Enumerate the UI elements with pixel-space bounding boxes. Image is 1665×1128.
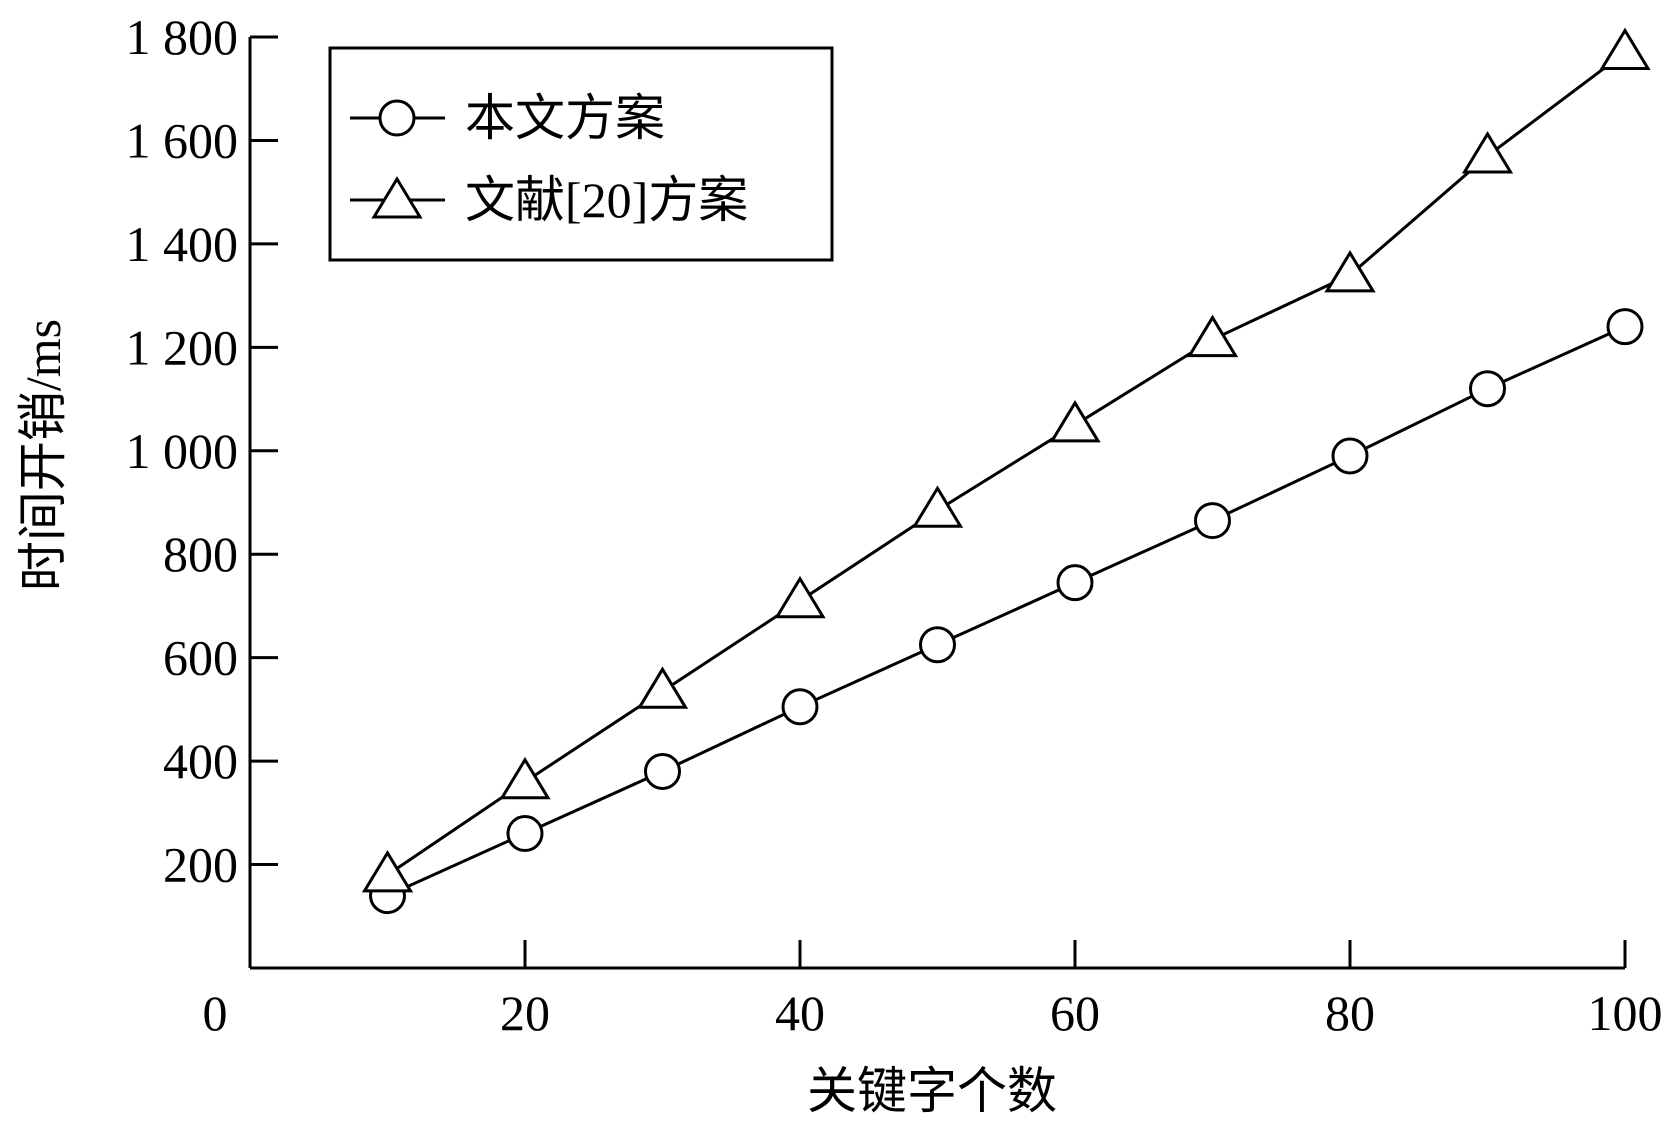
- legend-marker-triangle: [371, 176, 423, 219]
- y-tick-label: 400: [163, 733, 238, 789]
- data-point-triangle: [1324, 250, 1376, 293]
- y-tick-label: 600: [163, 630, 238, 686]
- data-point-triangle: [1186, 314, 1239, 358]
- y-tick-label: 200: [163, 837, 238, 893]
- y-tick-label: 1 600: [126, 112, 239, 168]
- y-tick-label: 1 800: [126, 9, 239, 65]
- data-point-triangle: [636, 666, 689, 709]
- series-line-2: [386, 51, 1626, 877]
- legend-label-series-1: 本文方案: [465, 90, 665, 146]
- x-axis-label: 关键字个数: [807, 1063, 1057, 1119]
- data-point-circle: [1606, 308, 1644, 346]
- y-tick-label: 1 400: [126, 216, 239, 272]
- series-line-1: [386, 325, 1626, 897]
- data-point-triangle: [911, 485, 964, 528]
- x-tick-label: 100: [1588, 985, 1663, 1041]
- data-point-triangle: [774, 575, 826, 619]
- y-tick-label: 1 200: [126, 319, 239, 375]
- legend-label-series-2: 文献[20]方案: [465, 172, 748, 228]
- data-point-circle: [506, 815, 544, 853]
- x-tick-label: 80: [1325, 985, 1375, 1041]
- data-point-circle: [644, 752, 681, 790]
- x-tick-label: 60: [1050, 985, 1100, 1041]
- y-axis-label: 时间开销/ms: [15, 319, 71, 591]
- legend-box: [328, 46, 834, 262]
- data-point-triangle: [1461, 131, 1514, 174]
- data-point-circle: [1056, 564, 1094, 602]
- data-point-triangle: [361, 850, 414, 893]
- series-1: [369, 308, 1644, 915]
- legend-marker-circle: [378, 99, 416, 137]
- x-tick-label: 20: [500, 985, 550, 1041]
- data-point-circle: [1194, 502, 1231, 540]
- data-point-triangle: [1049, 400, 1101, 443]
- series-group: [361, 27, 1651, 915]
- series-2: [361, 27, 1651, 893]
- data-point-circle: [1469, 370, 1506, 408]
- data-point-circle: [781, 688, 819, 726]
- y-tick-label: 800: [163, 526, 238, 582]
- data-point-triangle: [499, 756, 551, 800]
- legend: 本文方案 文献[20]方案: [328, 46, 834, 262]
- y-tick-label: 1 000: [126, 423, 239, 479]
- axes: [248, 37, 1625, 970]
- x-tick-label: 40: [775, 985, 825, 1041]
- x-origin-label: 0: [203, 985, 228, 1041]
- data-point-circle: [919, 626, 956, 664]
- data-point-triangle: [1599, 27, 1651, 71]
- data-point-circle: [1331, 437, 1369, 475]
